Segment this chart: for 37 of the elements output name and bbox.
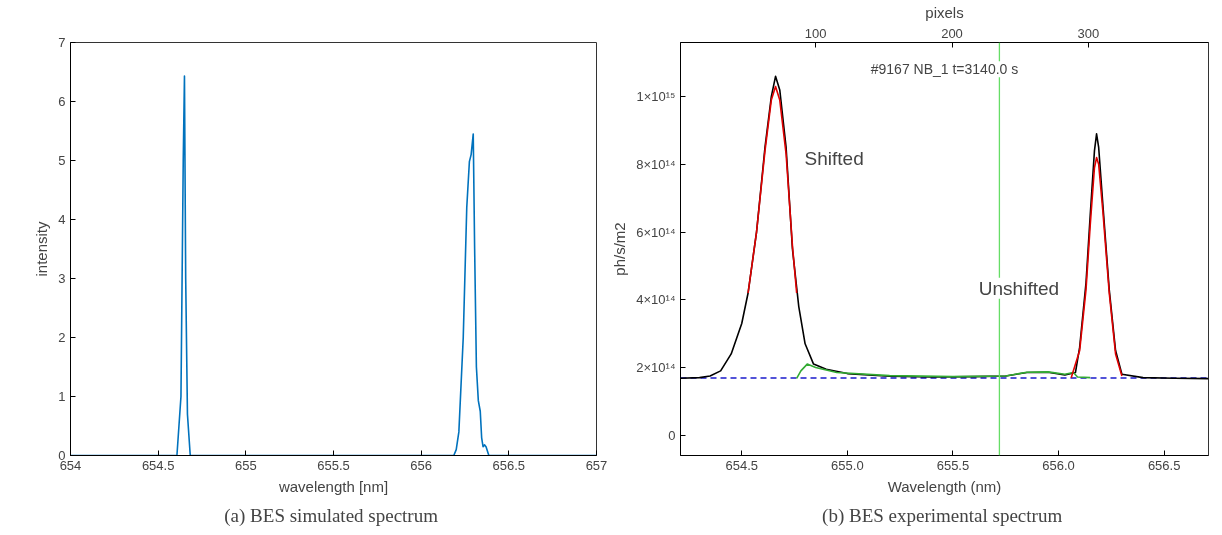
y-tick-label: 6×10¹⁴ (636, 224, 676, 240)
x-tick-label: 655.0 (831, 457, 864, 473)
text: (a) BES simulated spectrum (224, 504, 439, 527)
x-axis-title: Wavelength (nm) (887, 477, 1002, 495)
y-tick-label: 7 (58, 35, 66, 50)
x2-tick-label: 300 (1077, 25, 1100, 41)
y-tick-label: 4×10¹⁴ (636, 292, 676, 308)
x-tick-label: 654.5 (141, 457, 175, 473)
x-tick-label: 655 (234, 457, 257, 473)
x-tick-label: 656.5 (492, 457, 526, 473)
y-axis-title: intensity (33, 220, 51, 277)
y-tick-label: 1 (58, 389, 66, 404)
x-tick-label: 656 (410, 457, 433, 473)
y-tick-label: 6 (58, 94, 66, 109)
annotation: Unshifted (978, 277, 1060, 299)
annotation: #9167 NB_1 t=3140.0 s (870, 61, 1019, 78)
x-tick-label: 656.5 (1147, 457, 1181, 473)
y-tick-label: 0 (668, 427, 676, 443)
y-tick-label: 8×10¹⁴ (636, 156, 676, 172)
x2-tick-label: 100 (804, 25, 827, 41)
x-tick-label: 655.5 (936, 457, 970, 473)
text: (b) BES experimental spectrum (822, 504, 1063, 527)
y-axis-title: ph/s/m2 (611, 222, 629, 276)
y-tick-label: 1×10¹⁵ (636, 89, 676, 105)
y-tick-label: 4 (58, 212, 66, 227)
x-tick-label: 656.0 (1042, 457, 1075, 473)
x-tick-label: 657 (585, 457, 608, 473)
y-tick-label: 2 (58, 330, 66, 345)
y-tick-label: 2×10¹⁴ (636, 359, 676, 375)
x2-axis-title: pixels (925, 3, 964, 21)
x-tick-label: 654.5 (725, 457, 759, 473)
x-axis-title: wavelength [nm] (277, 477, 389, 495)
y-tick-label: 3 (58, 271, 66, 286)
x-tick-label: 655.5 (317, 457, 350, 473)
x2-tick-label: 200 (941, 25, 963, 41)
annotation: Shifted (804, 147, 864, 169)
y-tick-label: 5 (58, 153, 66, 168)
